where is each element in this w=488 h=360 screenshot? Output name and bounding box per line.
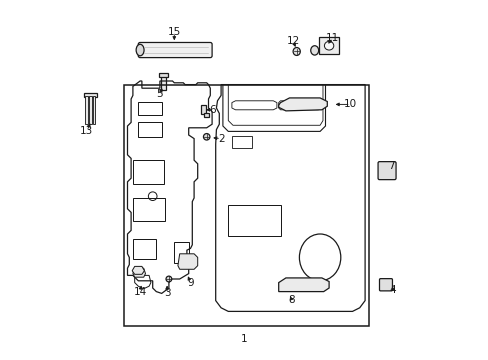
- Bar: [174, 242, 188, 263]
- Text: 12: 12: [286, 36, 299, 46]
- Text: 5: 5: [156, 89, 163, 99]
- FancyBboxPatch shape: [379, 279, 392, 291]
- Ellipse shape: [292, 48, 300, 55]
- Text: 7: 7: [387, 161, 394, 171]
- Polygon shape: [278, 278, 328, 292]
- Polygon shape: [319, 37, 338, 54]
- Text: 2: 2: [217, 134, 224, 144]
- Bar: [138, 102, 162, 115]
- Text: 4: 4: [389, 285, 396, 295]
- Text: 15: 15: [167, 27, 181, 37]
- Bar: [85, 96, 88, 124]
- Bar: [159, 73, 167, 77]
- Text: 8: 8: [287, 294, 294, 305]
- Ellipse shape: [324, 41, 333, 50]
- Text: 3: 3: [163, 288, 170, 298]
- Text: 11: 11: [325, 33, 339, 43]
- Ellipse shape: [203, 134, 209, 140]
- Bar: [133, 239, 156, 259]
- FancyBboxPatch shape: [138, 42, 212, 58]
- Bar: [161, 76, 166, 90]
- Text: 9: 9: [187, 278, 193, 288]
- Bar: [204, 113, 209, 117]
- Bar: [228, 205, 280, 236]
- Ellipse shape: [166, 276, 171, 282]
- Bar: [200, 105, 206, 114]
- Bar: [123, 85, 368, 326]
- Text: 10: 10: [344, 99, 357, 109]
- Polygon shape: [278, 98, 326, 111]
- Bar: [84, 93, 97, 97]
- Polygon shape: [178, 254, 197, 269]
- Text: 6: 6: [208, 105, 215, 115]
- Bar: [89, 96, 92, 124]
- Ellipse shape: [310, 46, 318, 55]
- Polygon shape: [133, 268, 145, 277]
- Bar: [231, 136, 251, 148]
- Bar: [92, 96, 95, 124]
- FancyBboxPatch shape: [377, 162, 395, 180]
- Bar: [138, 122, 162, 137]
- Text: 14: 14: [133, 287, 146, 297]
- Text: 13: 13: [80, 126, 93, 136]
- Ellipse shape: [136, 44, 144, 56]
- Bar: [133, 160, 163, 184]
- Bar: [133, 198, 165, 221]
- Text: 1: 1: [241, 334, 247, 344]
- Polygon shape: [132, 266, 144, 274]
